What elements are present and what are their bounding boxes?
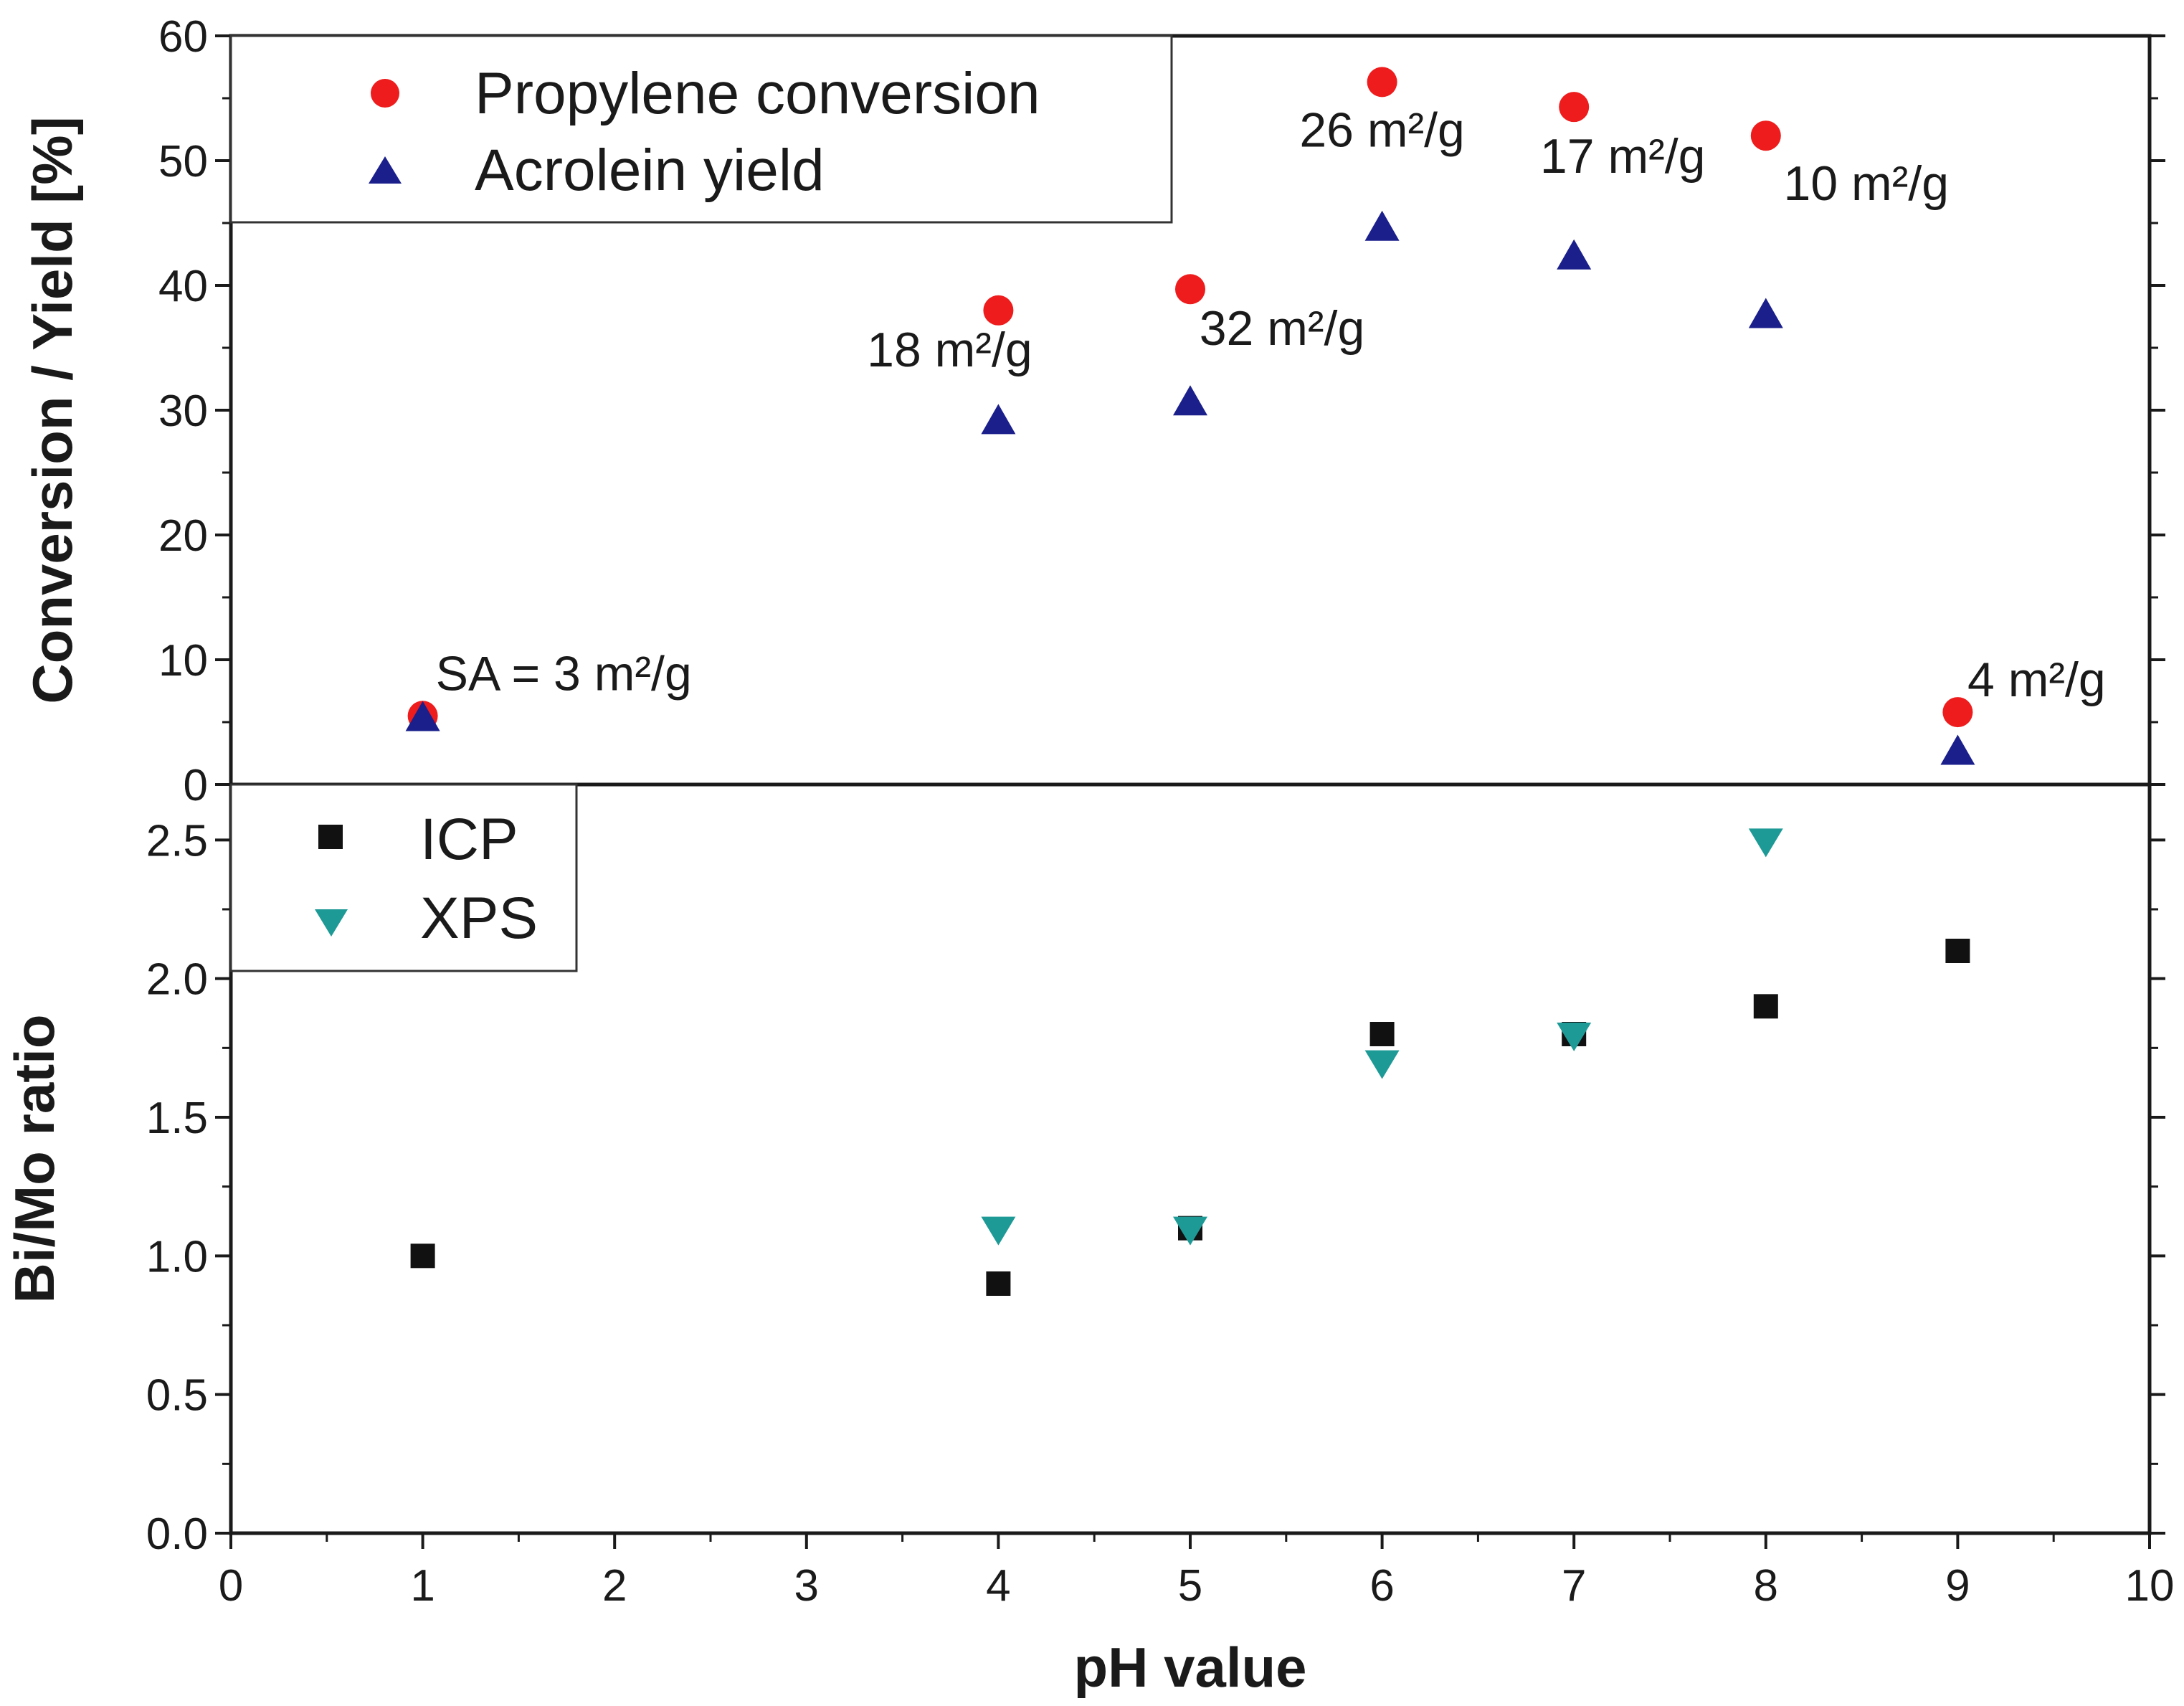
legend-marker-propylene bbox=[371, 79, 399, 108]
propylene-conversion-point bbox=[983, 295, 1014, 326]
bottom-panel: 0.0 0.5 1.0 1.5 2.0 2.5 ICP XPS Bi/Mo ratio bbox=[3, 782, 2165, 1559]
legend-label-acrolein: Acrolein yield bbox=[475, 138, 825, 203]
top-ytick-label: 10 bbox=[158, 636, 208, 686]
legend-marker-xps bbox=[315, 909, 348, 937]
bottom-ytick-label: 2.5 bbox=[146, 816, 208, 866]
xps-point bbox=[1748, 828, 1783, 858]
top-annotations: SA = 3 m²/g 18 m²/g 32 m²/g 26 m²/g 17 m²/g 1… bbox=[436, 103, 2106, 707]
top-y-ticks: 0 10 20 30 40 50 60 bbox=[158, 12, 2165, 810]
acrolein-yield-point bbox=[1364, 210, 1400, 241]
propylene-conversion-point bbox=[1559, 92, 1590, 123]
acrolein-yield-point bbox=[405, 701, 440, 731]
top-legend-box bbox=[229, 34, 1173, 224]
xtick-label: 3 bbox=[794, 1561, 819, 1611]
bottom-legend-box bbox=[229, 783, 578, 972]
propylene-conversion-point bbox=[1942, 697, 1973, 728]
acrolein-yield-point bbox=[1557, 239, 1592, 270]
xps-point bbox=[1173, 1216, 1207, 1246]
top-ytick-label: 20 bbox=[158, 511, 208, 561]
bottom-y-axis-title: Bi/Mo ratio bbox=[3, 1015, 66, 1304]
bottom-ytick-label: 1.5 bbox=[146, 1094, 208, 1143]
bottom-y-ticks: 0.0 0.5 1.0 1.5 2.0 2.5 bbox=[146, 816, 2165, 1559]
surface-area-annotation: 32 m²/g bbox=[1200, 301, 1365, 356]
xtick-label: 5 bbox=[1178, 1561, 1202, 1611]
legend-label-xps: XPS bbox=[420, 886, 538, 951]
legend-marker-icp bbox=[318, 825, 343, 849]
icp-point bbox=[1945, 939, 1970, 963]
top-ytick-label: 0 bbox=[184, 761, 208, 810]
bottom-data-marks bbox=[410, 828, 1970, 1296]
propylene-conversion-point bbox=[1750, 120, 1781, 151]
xtick-label: 7 bbox=[1562, 1561, 1586, 1611]
top-panel: 0 10 20 30 40 50 60 Propylene conversion Acrol… bbox=[21, 12, 2165, 810]
xtick-label: 6 bbox=[1369, 1561, 1394, 1611]
icp-point bbox=[410, 1243, 435, 1269]
surface-area-annotation: 18 m²/g bbox=[867, 323, 1032, 377]
acrolein-yield-point bbox=[1173, 385, 1207, 416]
surface-area-annotation: 4 m²/g bbox=[1967, 653, 2106, 707]
top-ytick-label: 30 bbox=[158, 387, 208, 436]
surface-area-annotation: SA = 3 m²/g bbox=[436, 646, 692, 701]
icp-point bbox=[1369, 1022, 1395, 1046]
xtick-label: 9 bbox=[1945, 1561, 1970, 1611]
surface-area-annotation: 17 m²/g bbox=[1540, 129, 1706, 184]
x-axis-ticks: 0 1 2 3 4 5 6 7 8 9 10 bbox=[219, 1533, 2175, 1611]
icp-point bbox=[986, 1271, 1011, 1296]
xtick-label: 2 bbox=[602, 1561, 627, 1611]
propylene-conversion-point bbox=[1367, 67, 1397, 98]
legend-marker-acrolein bbox=[369, 156, 402, 184]
bottom-ytick-label: 2.0 bbox=[146, 955, 208, 1005]
bottom-ytick-label: 0.0 bbox=[146, 1510, 208, 1559]
xtick-label: 1 bbox=[410, 1561, 435, 1611]
xps-point bbox=[1364, 1050, 1400, 1079]
xtick-label: 8 bbox=[1754, 1561, 1778, 1611]
surface-area-annotation: 26 m²/g bbox=[1299, 103, 1465, 157]
xps-point bbox=[981, 1216, 1016, 1246]
icp-point bbox=[1753, 994, 1778, 1019]
legend-label-propylene: Propylene conversion bbox=[475, 61, 1040, 126]
surface-area-annotation: 10 m²/g bbox=[1784, 156, 1950, 211]
top-data-marks bbox=[405, 67, 1975, 765]
acrolein-yield-point bbox=[1748, 298, 1783, 328]
legend-label-icp: ICP bbox=[420, 807, 518, 872]
top-ytick-label: 40 bbox=[158, 262, 208, 311]
bottom-ytick-label: 0.5 bbox=[146, 1371, 208, 1421]
xps-point bbox=[1557, 1023, 1592, 1051]
xtick-label: 4 bbox=[986, 1561, 1010, 1611]
bottom-ytick-label: 1.0 bbox=[146, 1232, 208, 1281]
top-ytick-label: 60 bbox=[158, 12, 208, 62]
top-y-axis-title: Conversion / Yield [%] bbox=[21, 116, 84, 703]
acrolein-yield-point bbox=[1940, 734, 1975, 765]
acrolein-yield-point bbox=[981, 404, 1016, 435]
top-legend: Propylene conversion Acrolein yield bbox=[229, 34, 1173, 224]
top-ytick-label: 50 bbox=[158, 137, 208, 186]
bottom-legend: ICP XPS bbox=[229, 783, 578, 972]
xtick-label: 0 bbox=[219, 1561, 243, 1611]
propylene-conversion-point bbox=[1175, 274, 1205, 305]
xtick-label: 10 bbox=[2125, 1561, 2175, 1611]
x-axis-title: pH value bbox=[1073, 1636, 1306, 1699]
